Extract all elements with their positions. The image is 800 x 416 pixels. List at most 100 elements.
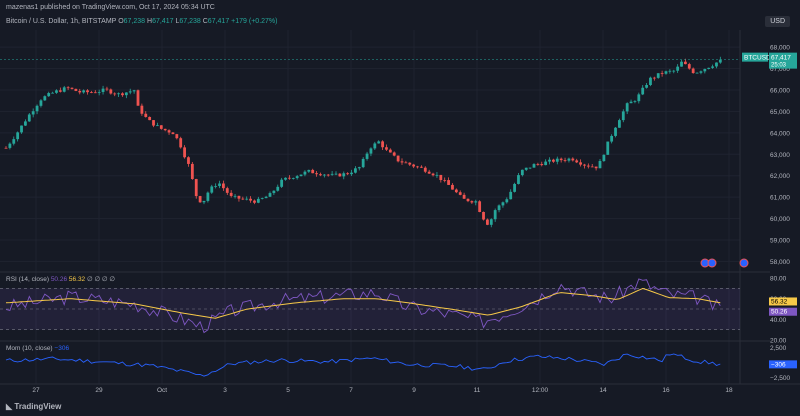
candle-body [486,219,489,225]
x-tick-label: 3 [223,387,227,394]
candle-body [117,93,120,95]
candle-body [218,183,221,187]
last-price-tag [769,52,797,69]
candle-body [276,186,280,191]
mom-value: −306 [54,345,70,352]
candle-body [707,67,711,69]
candle-body [159,125,163,129]
candle-body [346,173,350,175]
rsi-ma-tag-value: 56.32 [771,298,788,305]
rsi-legend: RSI (14, close) 50.26 56.32 ∅ ∅ ∅ ∅ [6,275,115,283]
candle-body [338,173,342,177]
mom-tag-value: −306 [771,361,786,368]
candle-body [20,125,23,133]
ohlc-c-value: 67,417 [207,18,230,25]
candle-body [284,177,287,180]
mom-legend: Mom (10, close) −306 [6,345,69,352]
candle-body [299,174,303,177]
candle-body [101,88,105,92]
candle-body [264,196,268,199]
candle-body [105,88,109,90]
candle-body [357,167,361,169]
candle-body [330,173,334,175]
candle-body [478,201,482,212]
x-axis: 27 29 Oct 3 5 7 9 11 12:00 14 16 18 [32,387,733,394]
rsi-tick-label: 40.00 [770,317,787,324]
x-tick-label: 5 [286,387,290,394]
candle-body [31,111,35,115]
candle-body [435,174,439,176]
y-tick-label: 62,000 [770,173,790,180]
candle-body [598,161,602,169]
candle-body [288,177,291,179]
mom-tag [769,360,797,369]
candle-body [39,100,43,106]
candle-body [109,89,113,94]
candle-body [517,175,520,184]
candle-body [388,149,392,153]
candle-body [656,73,660,78]
chart-grid [0,30,740,384]
x-tick-label: 16 [662,387,670,394]
candle-body [27,114,31,122]
price-change: +179 (+0.27%) [231,18,278,25]
candle-body [590,166,594,168]
candle-body [513,183,516,192]
candle-body [171,132,175,135]
candle-body [528,167,532,169]
candle-body [715,62,718,67]
rsi-tick-label: 20.00 [770,338,787,345]
candle-body [493,210,497,220]
candle-body [610,135,614,142]
candle-body [579,162,582,165]
candle-body [222,183,225,189]
rsi-tag-value: 50.26 [771,309,788,316]
currency-button[interactable]: USD [765,16,790,27]
symbol-tag-label: BTCUSD [744,55,771,62]
candle-body [291,178,295,179]
candle-body [8,143,12,148]
mom-tick-label: −2,500 [770,375,790,382]
y-tick-label: 67,000 [770,66,790,73]
x-tick-label: 11 [474,387,481,394]
candle-body [280,179,284,187]
candle-body [443,180,447,181]
candle-body [423,167,427,172]
candle-body [229,192,233,196]
candle-body [249,198,252,201]
candle-body [237,195,241,199]
candle-body [645,84,648,88]
candle-body [695,72,699,74]
candle-body [55,90,58,93]
candle-body [501,202,505,206]
candle-body [602,154,606,162]
candle-body [392,152,396,156]
candle-body [326,174,330,176]
candle-body [82,90,86,93]
ohlc-c-label: C [202,18,208,25]
candle-body [354,168,357,173]
symbol-tag [742,52,768,62]
candle-body [474,201,478,203]
candle-body [86,90,89,93]
x-tick-label: Oct [157,387,167,394]
candle-body [454,189,458,193]
candle-body [699,71,703,73]
y-axis: 58,000 59,000 60,000 61,000 62,000 63,000 64,0… [770,45,790,383]
candle-body [524,167,528,170]
tradingview-logo: ◣ TradingView [6,402,61,411]
candle-body [97,91,101,93]
candle-body [400,161,404,163]
x-tick-label: 27 [32,387,40,394]
candle-body [412,164,416,167]
candle-body [532,164,536,168]
candle-body [571,158,575,161]
candle-body [544,161,548,166]
candle-body [58,90,62,92]
candle-body [668,70,672,72]
candle-body [621,111,625,121]
candle-body [649,77,652,85]
candle-body [633,101,637,102]
